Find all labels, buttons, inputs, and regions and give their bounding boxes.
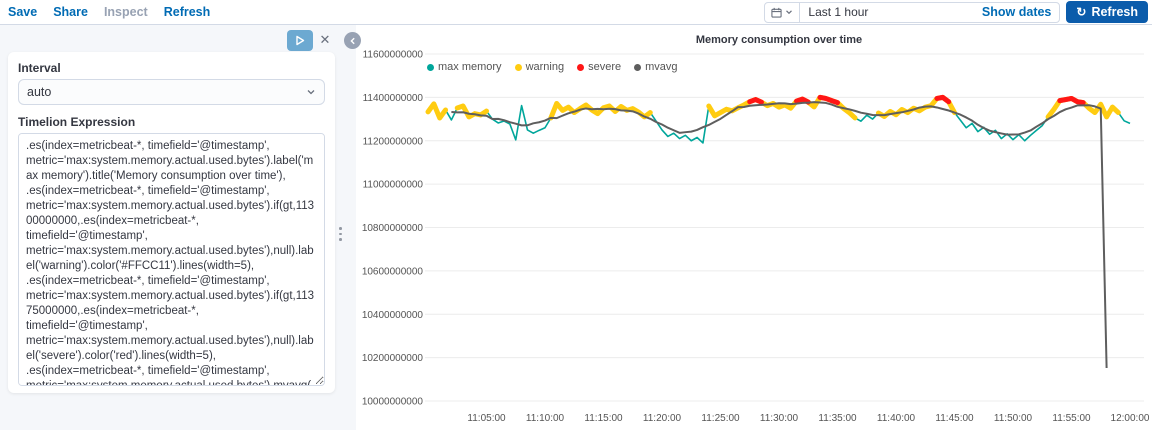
refresh-button-label: Refresh <box>1091 5 1138 19</box>
play-icon <box>295 35 305 46</box>
chart-title: Memory consumption over time <box>695 34 863 46</box>
legend-label: severe <box>588 61 622 73</box>
svg-text:10800000000: 10800000000 <box>362 223 424 234</box>
main-workspace: ✕ Interval auto Timelion Expression .es(… <box>0 25 1152 430</box>
expression-editor-card: Interval auto Timelion Expression .es(in… <box>8 52 335 393</box>
refresh-icon: ↻ <box>1076 5 1087 19</box>
legend-dot <box>634 63 642 71</box>
svg-text:11:30:00: 11:30:00 <box>760 413 799 424</box>
chart-legend: max memory warning severe mvavg <box>427 61 678 73</box>
svg-text:12:00:00: 12:00:00 <box>1111 413 1150 424</box>
memory-chart-plot[interactable]: 11600000000 11400000000 11200000000 1100000… <box>356 25 1152 430</box>
svg-text:11:25:00: 11:25:00 <box>701 413 740 424</box>
svg-text:11600000000: 11600000000 <box>363 50 424 61</box>
interval-selected-value: auto <box>27 85 52 99</box>
chevron-left-icon <box>349 37 357 45</box>
timelion-editor-sidebar: ✕ Interval auto Timelion Expression .es(… <box>0 25 356 430</box>
panel-resize-handle[interactable] <box>339 227 342 241</box>
legend-label: warning <box>525 61 565 73</box>
legend-dot <box>514 63 522 71</box>
svg-text:11:55:00: 11:55:00 <box>1052 413 1091 424</box>
inspect-button[interactable]: Inspect <box>103 5 148 19</box>
collapse-panel-button[interactable] <box>344 32 361 49</box>
visualization-panel: Memory consumption over time max memory … <box>356 25 1152 430</box>
interval-label: Interval <box>18 61 61 75</box>
legend-label: max memory <box>438 61 502 73</box>
run-expression-button[interactable] <box>287 30 313 51</box>
share-button[interactable]: Share <box>53 5 88 19</box>
legend-dot <box>577 63 585 71</box>
svg-text:11:50:00: 11:50:00 <box>994 413 1033 424</box>
close-icon[interactable]: ✕ <box>315 30 335 50</box>
show-dates-button[interactable]: Show dates <box>981 5 1052 19</box>
svg-text:11:10:00: 11:10:00 <box>526 413 565 424</box>
calendar-icon <box>771 7 783 18</box>
svg-text:11:05:00: 11:05:00 <box>467 413 506 424</box>
svg-text:11400000000: 11400000000 <box>363 93 424 104</box>
legend-item-severe[interactable]: severe <box>577 61 621 73</box>
svg-text:10400000000: 10400000000 <box>362 310 424 321</box>
svg-text:10600000000: 10600000000 <box>362 266 424 277</box>
svg-text:11:40:00: 11:40:00 <box>877 413 916 424</box>
svg-text:10200000000: 10200000000 <box>362 353 424 364</box>
svg-text:10000000000: 10000000000 <box>362 397 424 408</box>
svg-text:11:20:00: 11:20:00 <box>643 413 682 424</box>
refresh-nav-button[interactable]: Refresh <box>163 5 211 19</box>
save-button[interactable]: Save <box>8 5 38 19</box>
svg-text:11:15:00: 11:15:00 <box>584 413 623 424</box>
time-range-value[interactable]: Last 1 hour <box>808 5 869 19</box>
date-picker: Last 1 hour Show dates <box>764 1 1061 23</box>
interval-select[interactable]: auto <box>18 79 325 105</box>
svg-text:11000000000: 11000000000 <box>363 180 424 191</box>
legend-dot <box>427 63 434 71</box>
svg-text:11200000000: 11200000000 <box>363 136 424 147</box>
svg-text:11:45:00: 11:45:00 <box>935 413 974 424</box>
svg-text:11:35:00: 11:35:00 <box>818 413 857 424</box>
chevron-down-icon <box>306 87 316 97</box>
legend-item-mvavg[interactable]: mvavg <box>634 61 678 73</box>
legend-item-max-memory[interactable]: max memory <box>427 61 502 73</box>
legend-item-warning[interactable]: warning <box>514 61 565 73</box>
top-app-bar: Save Share Inspect Refresh Last 1 hour S… <box>0 0 1152 25</box>
timelion-expression-input[interactable]: .es(index=metricbeat-*, timefield='@time… <box>18 133 325 386</box>
expression-label: Timelion Expression <box>18 115 136 129</box>
chevron-down-icon <box>785 8 793 16</box>
refresh-button[interactable]: ↻ Refresh <box>1066 1 1148 23</box>
legend-label: mvavg <box>645 61 678 73</box>
quick-select-button[interactable] <box>765 2 801 22</box>
